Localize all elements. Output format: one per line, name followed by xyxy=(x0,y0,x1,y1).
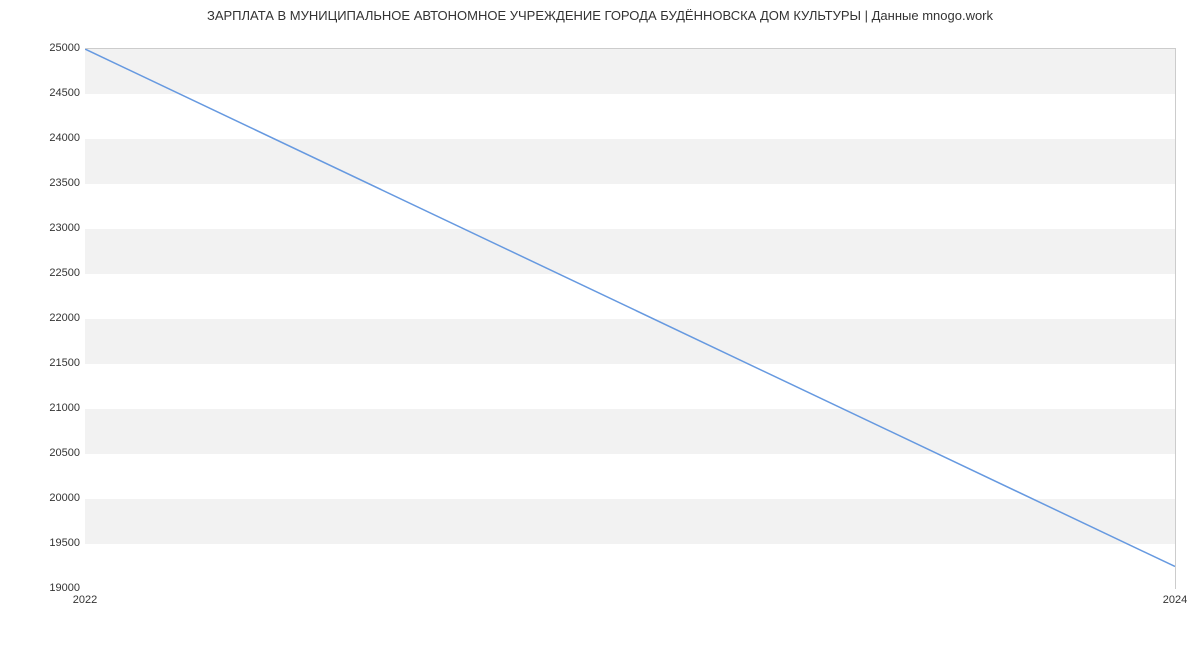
y-tick-label: 23500 xyxy=(30,177,80,189)
y-tick-label: 24500 xyxy=(30,87,80,99)
x-tick-label: 2024 xyxy=(1163,594,1187,606)
y-tick-label: 21000 xyxy=(30,402,80,414)
grid-band xyxy=(85,94,1175,139)
y-tick-label: 20500 xyxy=(30,447,80,459)
grid-band xyxy=(85,139,1175,184)
x-tick-label: 2022 xyxy=(73,594,97,606)
y-tick-label: 19000 xyxy=(30,582,80,594)
y-tick-label: 21500 xyxy=(30,357,80,369)
grid-band xyxy=(85,364,1175,409)
grid-band xyxy=(85,184,1175,229)
grid-band xyxy=(85,454,1175,499)
grid-band xyxy=(85,229,1175,274)
y-tick-label: 20000 xyxy=(30,492,80,504)
grid-band xyxy=(85,274,1175,319)
grid-band xyxy=(85,544,1175,589)
plot-area xyxy=(85,48,1176,589)
y-tick-label: 19500 xyxy=(30,537,80,549)
line-chart-svg xyxy=(85,49,1175,589)
y-tick-label: 24000 xyxy=(30,132,80,144)
grid-band xyxy=(85,409,1175,454)
y-tick-label: 23000 xyxy=(30,222,80,234)
chart-container: ЗАРПЛАТА В МУНИЦИПАЛЬНОЕ АВТОНОМНОЕ УЧРЕ… xyxy=(0,0,1200,650)
chart-title: ЗАРПЛАТА В МУНИЦИПАЛЬНОЕ АВТОНОМНОЕ УЧРЕ… xyxy=(0,0,1200,23)
y-tick-label: 22000 xyxy=(30,312,80,324)
grid-band xyxy=(85,319,1175,364)
grid-band xyxy=(85,49,1175,94)
y-tick-label: 25000 xyxy=(30,42,80,54)
y-tick-label: 22500 xyxy=(30,267,80,279)
grid-band xyxy=(85,499,1175,544)
